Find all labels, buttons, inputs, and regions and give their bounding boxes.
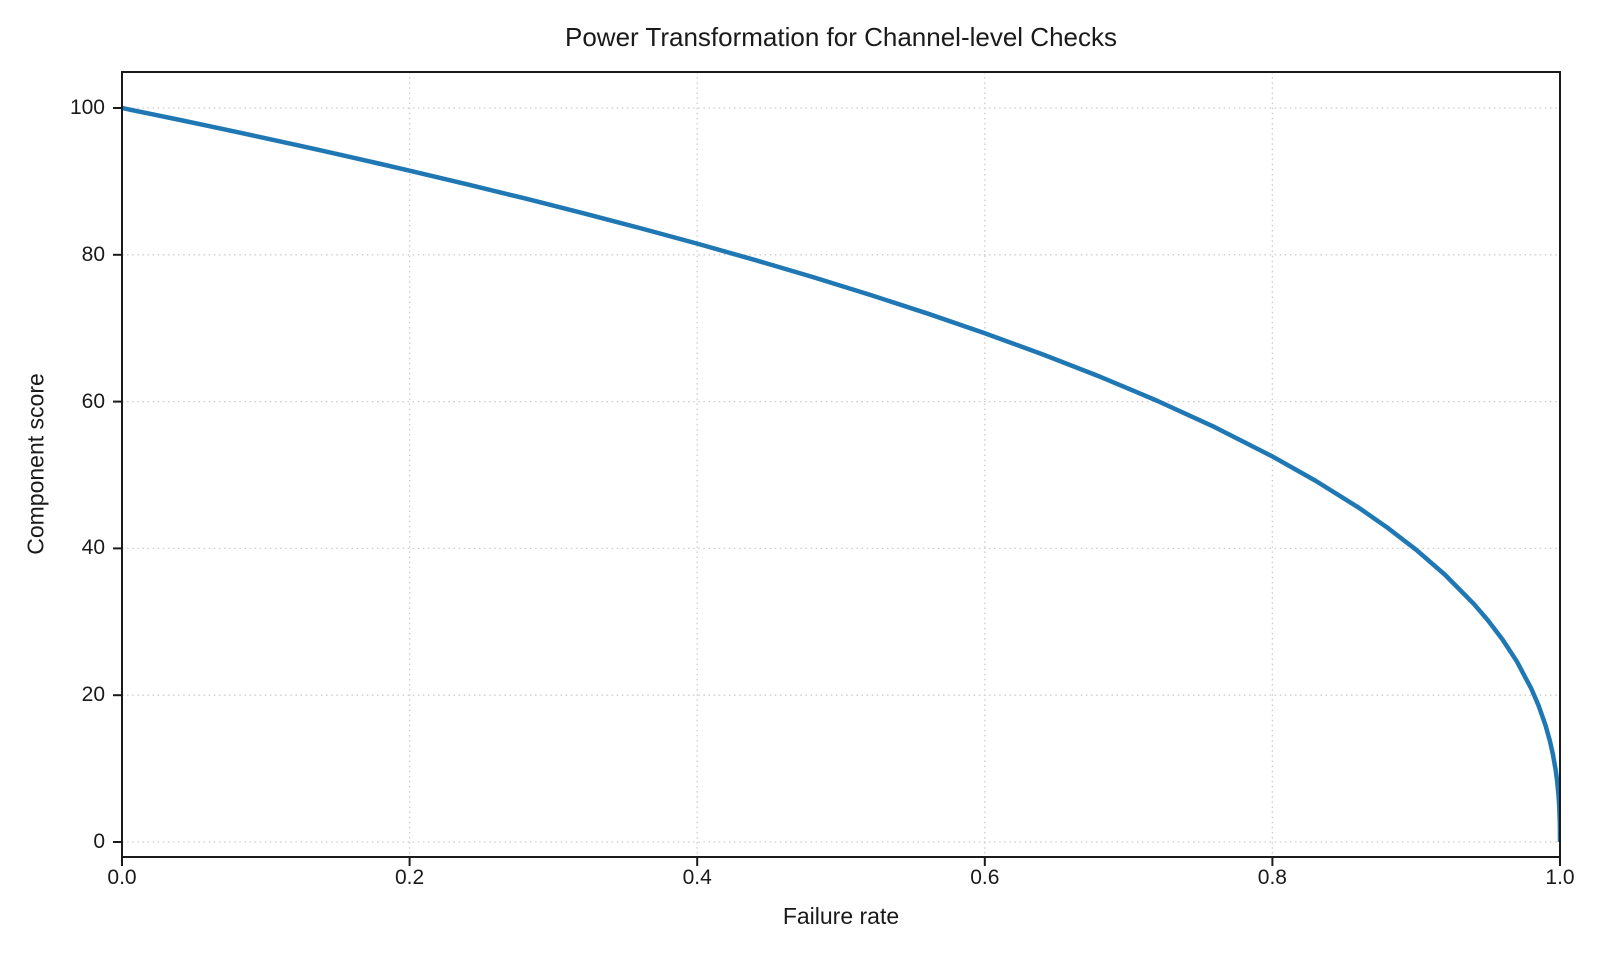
y-tick-label: 0 bbox=[93, 830, 105, 853]
data-line-component-score bbox=[122, 105, 1560, 843]
x-tick-label: 0.4 bbox=[682, 866, 712, 889]
y-tick-label: 60 bbox=[81, 389, 105, 413]
x-tick-label: 0.8 bbox=[1257, 866, 1287, 889]
tick-marks bbox=[113, 107, 1561, 866]
y-tick-label: 20 bbox=[81, 683, 105, 707]
x-tick-label: 0.6 bbox=[970, 866, 1000, 889]
x-tick-label: 0.0 bbox=[107, 866, 137, 889]
x-tick-label: 1.0 bbox=[1545, 866, 1575, 889]
y-tick-label: 100 bbox=[69, 96, 105, 119]
y-tick-label: 40 bbox=[81, 536, 105, 560]
gridlines bbox=[121, 72, 1561, 857]
plot-spines bbox=[121, 71, 1561, 858]
y-tick-label: 80 bbox=[81, 242, 105, 266]
chart-title: Power Transformation for Channel-level C… bbox=[564, 22, 1118, 52]
x-tick-label: 0.2 bbox=[394, 866, 425, 889]
x-axis-label: Failure rate bbox=[782, 903, 900, 929]
